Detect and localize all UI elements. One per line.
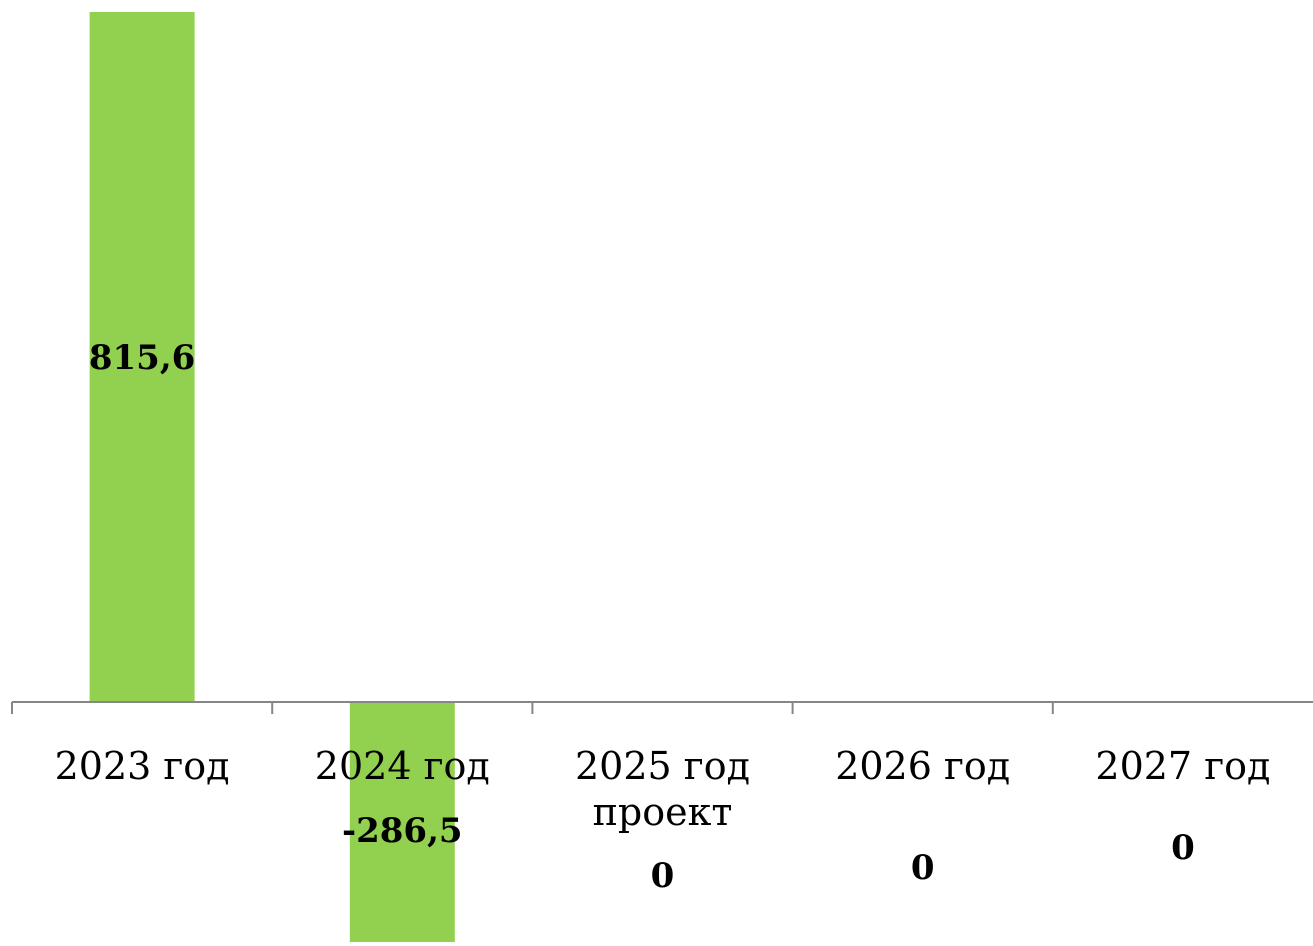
category-label-3: 2026 год: [835, 744, 1010, 788]
x-axis: [11, 701, 1313, 714]
bars-group: [89, 12, 455, 945]
category-label-1: 2024 год: [315, 744, 490, 788]
category-label-0: 2023 год: [55, 744, 230, 788]
bar-1: [349, 702, 455, 945]
data-label-2: 0: [651, 856, 675, 896]
data-label-3: 0: [911, 848, 935, 888]
labels-group: 2023 год 815,6 2024 год -286,5 2025 год проек…: [55, 338, 1271, 896]
category-label-4: 2027 год: [1095, 744, 1270, 788]
data-label-1: -286,5: [342, 811, 463, 851]
bar-0: [89, 12, 195, 702]
category-label-2: 2025 год проект: [575, 744, 750, 834]
data-label-4: 0: [1171, 828, 1195, 868]
data-label-0: 815,6: [89, 338, 195, 378]
